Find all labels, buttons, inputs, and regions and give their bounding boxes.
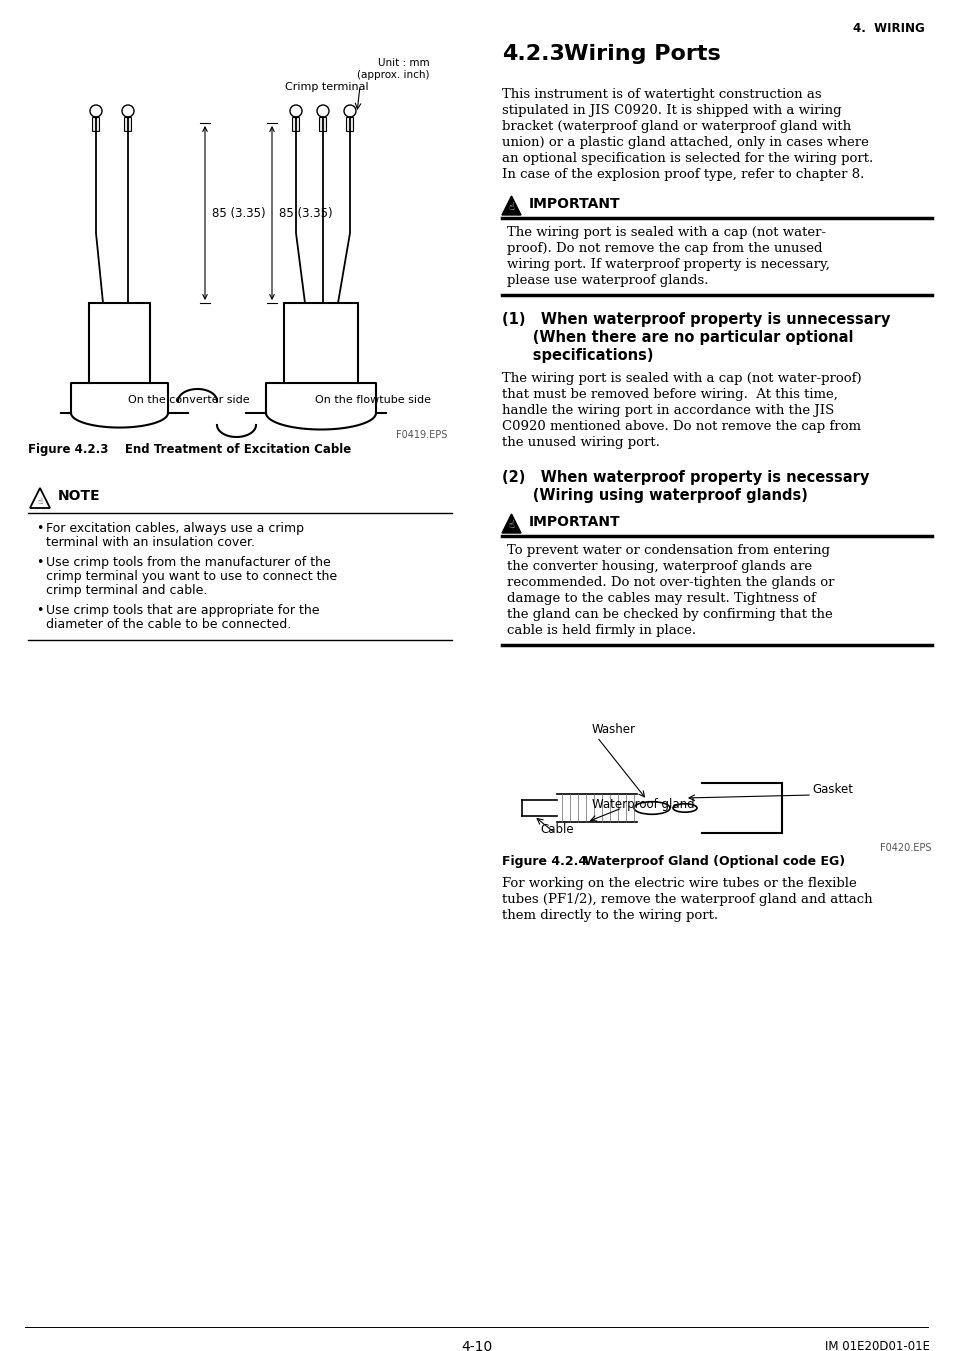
- Text: Figure 4.2.3    End Treatment of Excitation Cable: Figure 4.2.3 End Treatment of Excitation…: [28, 443, 351, 457]
- Text: Unit : mm
(approx. inch): Unit : mm (approx. inch): [357, 58, 430, 81]
- Text: On the converter side: On the converter side: [128, 394, 250, 405]
- Text: cable is held firmly in place.: cable is held firmly in place.: [506, 624, 696, 638]
- Text: This instrument is of watertight construction as: This instrument is of watertight constru…: [501, 88, 821, 101]
- Text: terminal with an insulation cover.: terminal with an insulation cover.: [46, 536, 254, 549]
- Text: F0420.EPS: F0420.EPS: [880, 843, 931, 852]
- Text: that must be removed before wiring.  At this time,: that must be removed before wiring. At t…: [501, 388, 837, 401]
- Text: The wiring port is sealed with a cap (not water-proof): The wiring port is sealed with a cap (no…: [501, 372, 861, 385]
- Text: 85 (3.35): 85 (3.35): [212, 207, 265, 219]
- Text: •: •: [36, 557, 43, 569]
- Text: specifications): specifications): [501, 349, 653, 363]
- Text: Cable: Cable: [539, 823, 573, 836]
- Text: bracket (waterproof gland or waterproof gland with: bracket (waterproof gland or waterproof …: [501, 120, 850, 132]
- Text: the unused wiring port.: the unused wiring port.: [501, 436, 659, 449]
- Text: IMPORTANT: IMPORTANT: [529, 515, 620, 530]
- Text: stipulated in JIS C0920. It is shipped with a wiring: stipulated in JIS C0920. It is shipped w…: [501, 104, 841, 118]
- Bar: [89, 303, 150, 382]
- Text: crimp terminal and cable.: crimp terminal and cable.: [46, 584, 207, 597]
- Text: Gasket: Gasket: [811, 784, 852, 796]
- Text: Use crimp tools that are appropriate for the: Use crimp tools that are appropriate for…: [46, 604, 319, 617]
- Polygon shape: [501, 196, 520, 215]
- Text: (1)   When waterproof property is unnecessary: (1) When waterproof property is unnecess…: [501, 312, 889, 327]
- Text: diameter of the cable to be connected.: diameter of the cable to be connected.: [46, 617, 291, 631]
- Text: recommended. Do not over-tighten the glands or: recommended. Do not over-tighten the gla…: [506, 576, 834, 589]
- Text: union) or a plastic gland attached, only in cases where: union) or a plastic gland attached, only…: [501, 136, 868, 149]
- Text: Wiring Ports: Wiring Ports: [563, 45, 720, 63]
- Text: damage to the cables may result. Tightness of: damage to the cables may result. Tightne…: [506, 592, 815, 605]
- Text: IM 01E20D01-01E: IM 01E20D01-01E: [824, 1340, 929, 1351]
- Text: handle the wiring port in accordance with the JIS: handle the wiring port in accordance wit…: [501, 404, 833, 417]
- Text: Figure 4.2.4: Figure 4.2.4: [501, 855, 586, 867]
- Text: (Wiring using waterproof glands): (Wiring using waterproof glands): [501, 488, 807, 503]
- Text: 85 (3.35): 85 (3.35): [278, 207, 333, 219]
- Text: F0419.EPS: F0419.EPS: [395, 430, 447, 440]
- Text: For excitation cables, always use a crimp: For excitation cables, always use a crim…: [46, 521, 304, 535]
- Text: tubes (PF1/2), remove the waterproof gland and attach: tubes (PF1/2), remove the waterproof gla…: [501, 893, 872, 907]
- Text: Use crimp tools from the manufacturer of the: Use crimp tools from the manufacturer of…: [46, 557, 331, 569]
- Text: 4.2.3: 4.2.3: [501, 45, 564, 63]
- Text: crimp terminal you want to use to connect the: crimp terminal you want to use to connec…: [46, 570, 336, 584]
- Text: ☝: ☝: [508, 203, 514, 212]
- Text: Waterproof gland: Waterproof gland: [592, 798, 694, 811]
- Bar: [125, 118, 132, 131]
- Text: NOTE: NOTE: [58, 489, 100, 503]
- Bar: [293, 118, 299, 131]
- Text: ☝: ☝: [508, 520, 514, 531]
- Text: (When there are no particular optional: (When there are no particular optional: [501, 330, 853, 345]
- Text: •: •: [36, 521, 43, 535]
- Text: On the flowtube side: On the flowtube side: [314, 394, 431, 405]
- Text: ☝: ☝: [37, 497, 43, 505]
- Text: proof). Do not remove the cap from the unused: proof). Do not remove the cap from the u…: [506, 242, 821, 255]
- Text: them directly to the wiring port.: them directly to the wiring port.: [501, 909, 718, 921]
- Text: the converter housing, waterproof glands are: the converter housing, waterproof glands…: [506, 561, 811, 573]
- Text: IMPORTANT: IMPORTANT: [529, 197, 620, 211]
- Text: C0920 mentioned above. Do not remove the cap from: C0920 mentioned above. Do not remove the…: [501, 420, 861, 434]
- Bar: [319, 118, 326, 131]
- Text: •: •: [36, 604, 43, 617]
- Text: Waterproof Gland (Optional code EG): Waterproof Gland (Optional code EG): [583, 855, 844, 867]
- Polygon shape: [501, 513, 520, 534]
- Bar: [346, 118, 354, 131]
- Text: The wiring port is sealed with a cap (not water-: The wiring port is sealed with a cap (no…: [506, 226, 825, 239]
- Text: Crimp terminal: Crimp terminal: [285, 82, 368, 92]
- Text: please use waterproof glands.: please use waterproof glands.: [506, 274, 708, 286]
- Text: To prevent water or condensation from entering: To prevent water or condensation from en…: [506, 544, 829, 557]
- Text: For working on the electric wire tubes or the flexible: For working on the electric wire tubes o…: [501, 877, 856, 890]
- Text: Washer: Washer: [592, 723, 636, 736]
- Bar: [92, 118, 99, 131]
- Bar: [284, 303, 357, 382]
- Text: wiring port. If waterproof property is necessary,: wiring port. If waterproof property is n…: [506, 258, 829, 272]
- Text: (2)   When waterproof property is necessary: (2) When waterproof property is necessar…: [501, 470, 868, 485]
- Text: 4-10: 4-10: [461, 1340, 492, 1351]
- Text: an optional specification is selected for the wiring port.: an optional specification is selected fo…: [501, 153, 872, 165]
- Text: 4.  WIRING: 4. WIRING: [852, 22, 924, 35]
- Text: the gland can be checked by confirming that the: the gland can be checked by confirming t…: [506, 608, 832, 621]
- Text: In case of the explosion proof type, refer to chapter 8.: In case of the explosion proof type, ref…: [501, 168, 863, 181]
